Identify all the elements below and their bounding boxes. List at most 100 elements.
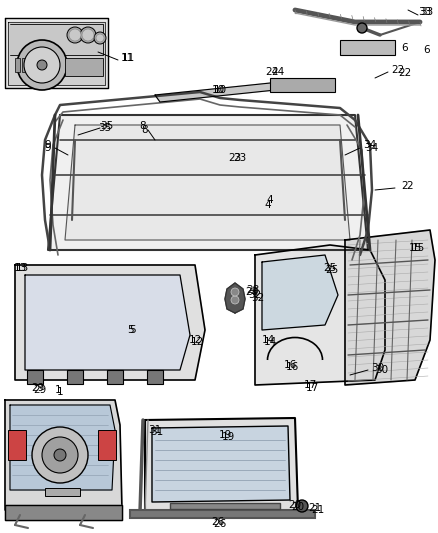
Bar [22, 58, 27, 72]
Text: 11: 11 [120, 53, 134, 63]
Polygon shape [255, 245, 385, 385]
Text: 21: 21 [308, 503, 321, 513]
Bar [45, 488, 80, 496]
Bar [27, 370, 43, 384]
Text: 2: 2 [407, 181, 413, 191]
Text: 30: 30 [375, 365, 389, 375]
Polygon shape [65, 125, 350, 240]
Text: 28: 28 [246, 285, 260, 295]
Bar [270, 78, 335, 92]
Polygon shape [262, 255, 338, 330]
Text: 25: 25 [323, 263, 337, 273]
Bar [107, 370, 123, 384]
Polygon shape [225, 283, 245, 313]
Text: 5: 5 [129, 325, 135, 335]
Text: 10: 10 [212, 85, 225, 95]
Polygon shape [48, 115, 368, 250]
Text: 1: 1 [55, 385, 61, 395]
Text: 34: 34 [364, 140, 377, 150]
Text: 20: 20 [289, 500, 301, 510]
Text: 8: 8 [140, 121, 146, 131]
Bar [15, 58, 20, 72]
Circle shape [94, 32, 106, 44]
Text: 5: 5 [127, 325, 133, 335]
Text: 28: 28 [245, 287, 258, 297]
Polygon shape [152, 426, 290, 502]
Polygon shape [5, 400, 122, 510]
Circle shape [80, 27, 96, 43]
Text: 26: 26 [212, 517, 225, 527]
Text: 10: 10 [213, 85, 226, 95]
Text: 25: 25 [325, 265, 339, 275]
Text: 12: 12 [188, 335, 201, 345]
Circle shape [32, 427, 88, 483]
Text: 23: 23 [233, 153, 247, 163]
Text: 12: 12 [191, 337, 204, 347]
Text: 11: 11 [121, 53, 134, 63]
Text: 22: 22 [399, 68, 412, 78]
Text: 21: 21 [311, 505, 325, 515]
Circle shape [17, 40, 67, 90]
Bar [65, 58, 103, 76]
Text: 20: 20 [291, 502, 304, 512]
Bar [8, 430, 26, 460]
Text: 16: 16 [283, 360, 297, 370]
Circle shape [231, 288, 239, 296]
Bar [147, 370, 163, 384]
Text: 1: 1 [57, 387, 64, 397]
Text: 33: 33 [418, 7, 431, 17]
Text: 24: 24 [272, 67, 285, 77]
Text: 16: 16 [286, 362, 299, 372]
Text: 29: 29 [32, 383, 45, 393]
Text: 13: 13 [14, 263, 27, 273]
Text: 26: 26 [213, 519, 226, 529]
Text: 23: 23 [228, 153, 242, 163]
Text: 17: 17 [304, 380, 317, 390]
Circle shape [296, 500, 308, 512]
Polygon shape [5, 505, 122, 520]
Bar [170, 503, 280, 509]
Text: 19: 19 [219, 430, 232, 440]
Text: 6: 6 [424, 45, 430, 55]
Circle shape [42, 437, 78, 473]
Polygon shape [25, 275, 190, 370]
Bar [29, 58, 34, 72]
Text: 13: 13 [15, 263, 28, 273]
Polygon shape [345, 230, 435, 385]
Polygon shape [8, 22, 105, 85]
Polygon shape [5, 18, 108, 88]
Text: 22: 22 [392, 65, 405, 75]
Text: 34: 34 [365, 143, 378, 153]
Polygon shape [15, 265, 205, 380]
Text: 6: 6 [402, 43, 408, 53]
Text: 24: 24 [265, 67, 279, 77]
Circle shape [357, 23, 367, 33]
Text: 30: 30 [371, 363, 385, 373]
Text: 4: 4 [267, 195, 273, 205]
Text: 15: 15 [408, 243, 422, 253]
Polygon shape [155, 82, 295, 102]
Text: 17: 17 [305, 383, 318, 393]
Text: 14: 14 [263, 337, 277, 347]
Text: 19: 19 [221, 432, 235, 442]
Circle shape [96, 34, 104, 42]
Text: 35: 35 [99, 123, 112, 133]
Text: 31: 31 [150, 427, 164, 437]
Circle shape [231, 296, 239, 304]
Polygon shape [145, 418, 298, 512]
Circle shape [69, 29, 81, 41]
Bar [130, 510, 315, 518]
Text: 15: 15 [411, 243, 424, 253]
Text: 31: 31 [148, 425, 162, 435]
Bar [98, 430, 116, 460]
Text: 4: 4 [265, 200, 271, 210]
Circle shape [24, 47, 60, 83]
Text: 14: 14 [261, 335, 275, 345]
Text: 9: 9 [45, 140, 51, 150]
Bar [67, 370, 83, 384]
Circle shape [67, 27, 83, 43]
Polygon shape [10, 405, 115, 490]
Text: 33: 33 [420, 7, 434, 17]
Text: 2: 2 [402, 181, 408, 191]
Circle shape [54, 449, 66, 461]
